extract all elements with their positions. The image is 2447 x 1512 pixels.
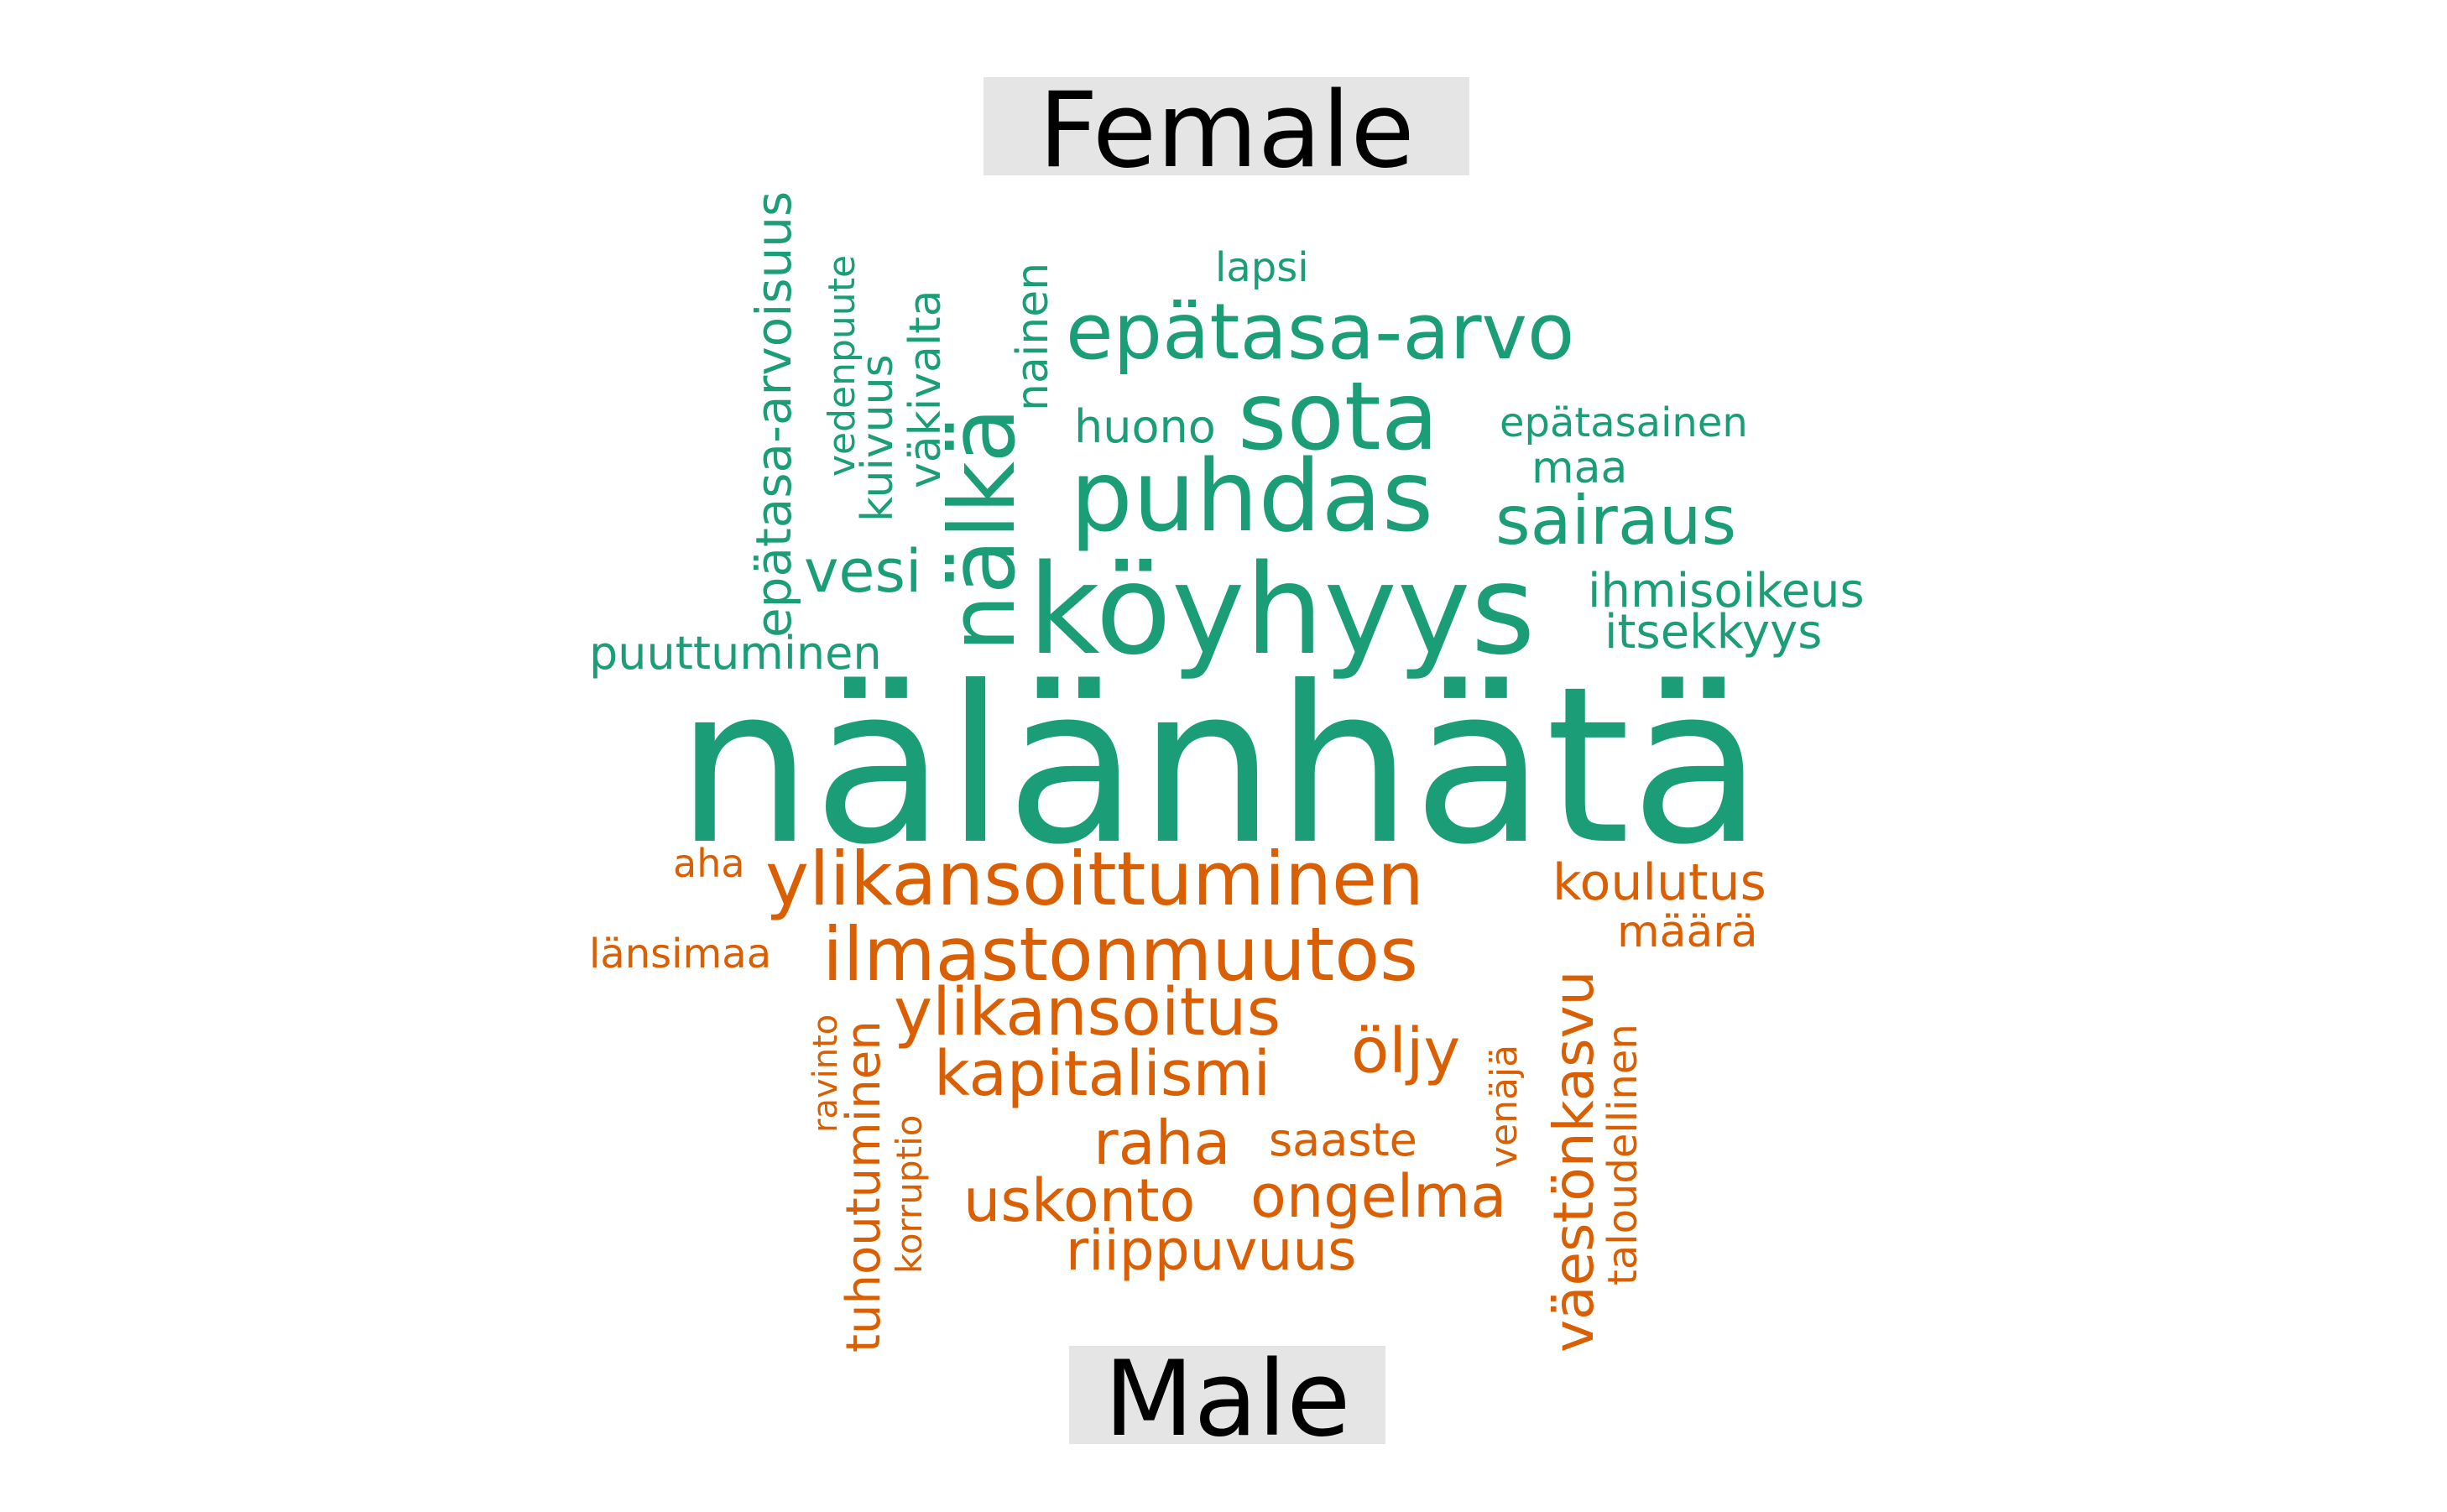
female-word-kuivuus: kuivuus bbox=[853, 354, 903, 522]
female-word-väkivalta: väkivalta bbox=[900, 289, 951, 488]
female-word-nainen: nainen bbox=[1008, 263, 1058, 411]
female-group-label: Female bbox=[983, 77, 1469, 183]
male-word-riippuvuus: riippuvuus bbox=[1066, 1218, 1357, 1283]
female-word-itsekkyys: itsekkyys bbox=[1604, 605, 1822, 660]
female-word-köyhyys: köyhyys bbox=[1028, 538, 1536, 682]
female-word-sairaus: sairaus bbox=[1495, 482, 1736, 560]
male-word-ravinto: ravinto bbox=[806, 1014, 845, 1133]
female-word-sota: sota bbox=[1238, 362, 1438, 472]
male-word-ylikansoittuminen: ylikansoittuminen bbox=[765, 836, 1424, 922]
female-word-nälänhätä: nälänhätä bbox=[676, 640, 1763, 892]
male-word-taloudellinen: taloudellinen bbox=[1599, 1024, 1646, 1285]
male-word-öljy: öljy bbox=[1351, 1015, 1460, 1087]
female-word-nälkä: nälkä bbox=[931, 408, 1036, 652]
male-word-tuhoutuminen: tuhoutuminen bbox=[837, 1020, 891, 1353]
female-word-ihmisoikeus: ihmisoikeus bbox=[1588, 564, 1865, 618]
male-word-määrä: määrä bbox=[1617, 907, 1758, 957]
female-word-puhdas: puhdas bbox=[1070, 438, 1433, 554]
female-word-vedenpuute: vedenpuute bbox=[821, 255, 863, 477]
male-word-ongelma: ongelma bbox=[1250, 1162, 1506, 1231]
male-word-ylikansoitus: ylikansoitus bbox=[894, 975, 1281, 1051]
male-word-koulutus: koulutus bbox=[1552, 853, 1766, 912]
female-word-maa: maa bbox=[1531, 443, 1627, 493]
male-word-uskonto: uskonto bbox=[963, 1166, 1195, 1235]
male-word-ilmastonmuutos: ilmastonmuutos bbox=[822, 911, 1418, 998]
male-word-korruptio: korruptio bbox=[889, 1115, 930, 1274]
male-word-aha: aha bbox=[673, 841, 745, 886]
female-word-epätasa-arvoisuus: epätasa-arvoisuus bbox=[745, 191, 802, 638]
male-word-raha: raha bbox=[1093, 1108, 1230, 1178]
female-word-puuttuminen: puuttuminen bbox=[589, 627, 882, 680]
male-word-kapitalismi: kapitalismi bbox=[934, 1038, 1270, 1110]
male-word-väestönkasvu: väestönkasvu bbox=[1542, 971, 1606, 1353]
male-word-saaste: saaste bbox=[1269, 1113, 1417, 1166]
male-word-venäjä: venäjä bbox=[1483, 1045, 1526, 1168]
female-word-huono: huono bbox=[1074, 400, 1216, 453]
male-group-label: Male bbox=[1069, 1346, 1385, 1452]
female-word-epätasa-arvo: epätasa-arvo bbox=[1066, 287, 1574, 377]
female-word-lapsi: lapsi bbox=[1215, 244, 1309, 291]
female-word-epätasainen: epätasainen bbox=[1500, 399, 1748, 446]
male-word-länsimaa: länsimaa bbox=[589, 931, 771, 978]
female-word-vesi: vesi bbox=[804, 537, 921, 606]
